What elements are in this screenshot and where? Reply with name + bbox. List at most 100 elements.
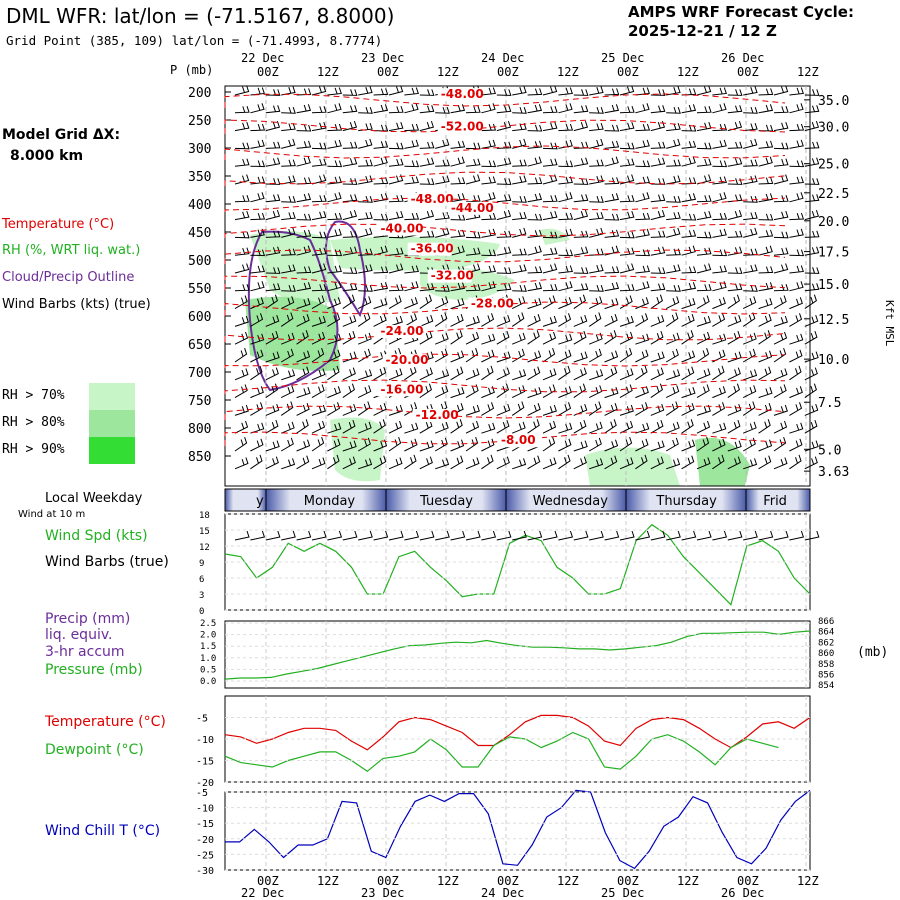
wind-barb <box>481 333 496 345</box>
wind-barb <box>481 454 494 470</box>
wind-barb <box>250 87 265 96</box>
wind-barb <box>327 386 341 399</box>
wind-barb <box>250 265 265 274</box>
wind-barb <box>773 263 789 274</box>
wind-barb <box>234 315 249 327</box>
wind-barb <box>650 209 666 221</box>
wind-barb <box>481 103 496 114</box>
wind-barb <box>588 385 603 399</box>
wind-barb <box>666 195 681 203</box>
bottom-time-label-1: 12Z <box>317 874 339 888</box>
wind-barb <box>712 454 725 470</box>
wind-barb <box>388 210 404 221</box>
wind-barb <box>496 105 512 114</box>
temp-dewpoint-frame <box>224 695 811 783</box>
accum-legend: 3-hr accum <box>45 644 125 660</box>
height-label-5: 17.5 <box>818 246 849 261</box>
wind-barb <box>296 455 310 470</box>
wind-barb <box>789 228 804 238</box>
wind-barb <box>589 106 604 114</box>
wind-barb <box>743 332 757 345</box>
temperature-contour-label-0: -48.00 <box>441 87 484 101</box>
surface-wind-barb-8 <box>358 530 373 541</box>
wind-barb <box>542 85 558 96</box>
wind-barb <box>804 230 820 238</box>
temp-dewpoint-series-1 <box>224 731 779 773</box>
wind-barb <box>558 249 574 257</box>
wind-barb <box>481 87 496 96</box>
wind-barb <box>511 312 525 327</box>
wind-barb <box>404 87 419 96</box>
wind-barb <box>265 456 279 470</box>
wind-barb <box>481 160 497 168</box>
wind-barb <box>650 294 663 310</box>
surface-wind-barb-36 <box>789 530 805 541</box>
wind-barb <box>265 440 280 452</box>
wind-barb <box>265 267 281 274</box>
bottom-time-label-9: 12Z <box>797 874 819 888</box>
wind-barb <box>558 212 574 221</box>
wind-barb <box>450 314 464 327</box>
wind-barb <box>712 402 726 416</box>
wind-barb <box>743 421 757 434</box>
wind-barb <box>804 246 820 256</box>
wind-barb <box>681 298 696 310</box>
wind-barb <box>696 347 710 363</box>
wind-barb <box>619 295 633 310</box>
precip-left-tick-1: 2.0 <box>200 631 216 641</box>
wind-barb <box>804 351 819 363</box>
wind-barb <box>712 386 726 399</box>
pressure-frame <box>224 620 811 689</box>
wind-barb <box>619 315 634 327</box>
weekday-label-1: Monday <box>304 494 356 509</box>
wind-barb <box>604 193 620 203</box>
top-time-label-5: 12Z <box>557 65 579 79</box>
wind-barb <box>311 295 325 310</box>
wind-barb <box>573 330 587 345</box>
wind-barb <box>696 210 712 221</box>
wind-barb <box>512 369 527 381</box>
wind-barb <box>404 365 417 381</box>
wind-barb <box>542 368 557 381</box>
wind-barb <box>296 229 312 238</box>
wind-barb <box>650 351 665 363</box>
wind-barb <box>404 402 418 416</box>
wind-barb <box>388 158 404 167</box>
wind-barb <box>712 123 728 132</box>
wind-barb <box>327 265 342 274</box>
wind-barb <box>681 387 696 399</box>
wind-barb <box>573 246 589 256</box>
wind-barb <box>789 454 802 470</box>
bottom-time-label-0: 00Z <box>257 874 279 888</box>
wind-barb <box>358 332 372 345</box>
wind-barb <box>450 177 466 185</box>
surface-wind-barb-14 <box>450 530 466 541</box>
wind-barb <box>250 422 265 434</box>
wind-barb <box>358 369 373 381</box>
wind-barb <box>496 209 512 221</box>
wind-barb <box>419 89 435 96</box>
wind-barb <box>373 366 387 381</box>
wind-barb <box>342 141 358 149</box>
wind-barb <box>357 401 371 416</box>
temperature-contour-label-10: -16.00 <box>381 382 424 396</box>
wind-barb <box>234 195 250 203</box>
wind-barb <box>388 174 404 185</box>
wind-barb <box>604 314 618 327</box>
wind-barb <box>435 159 450 167</box>
wind-barb <box>542 106 558 114</box>
wind-barb <box>635 87 650 96</box>
wind-barb <box>496 419 510 434</box>
wind-barb <box>296 213 312 221</box>
top-date-label-0: 22 Dec <box>241 51 284 65</box>
wind-barb <box>712 265 727 274</box>
wind-barb <box>727 157 743 167</box>
wind-barb <box>527 403 541 416</box>
wind-barb <box>789 103 804 114</box>
wind-barb <box>512 122 527 132</box>
precip-left-tick-5: 0.0 <box>200 677 216 687</box>
surface-wind-barb-20 <box>542 530 558 541</box>
wind-barb <box>712 192 727 203</box>
wind-barb <box>773 231 789 239</box>
wind-barb <box>342 294 355 310</box>
